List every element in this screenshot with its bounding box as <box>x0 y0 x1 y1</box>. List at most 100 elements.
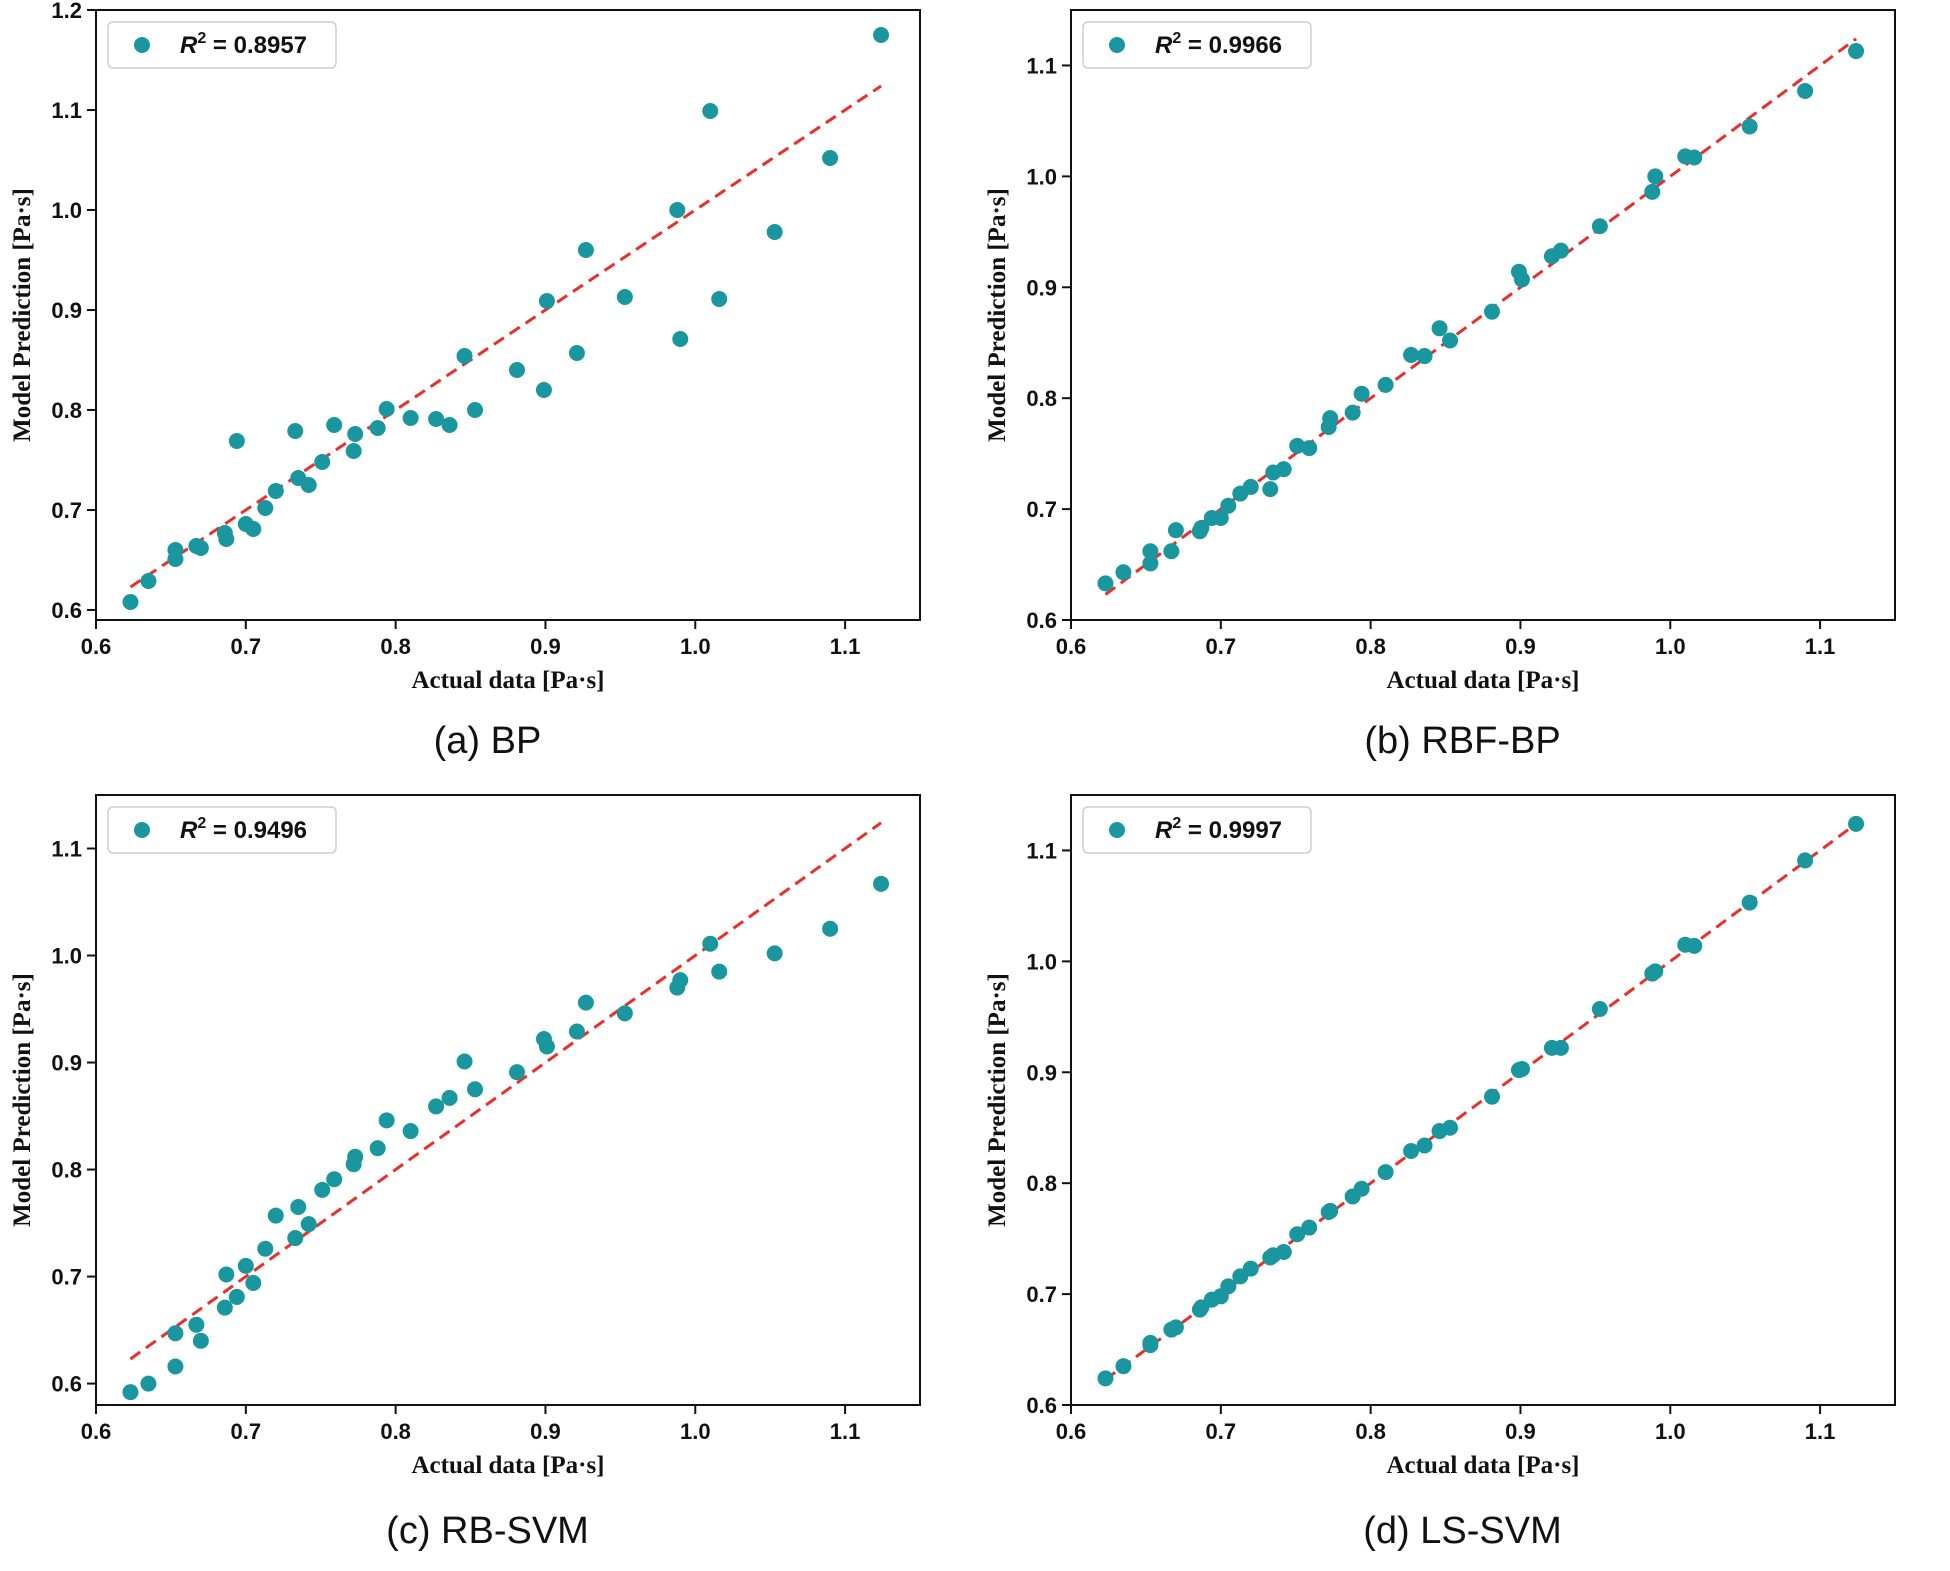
data-point <box>1552 1039 1569 1056</box>
data-point <box>535 382 552 398</box>
y-tick-label: 0.9 <box>1026 1060 1057 1085</box>
data-point <box>378 1112 395 1129</box>
data-point <box>1513 1060 1530 1077</box>
data-point <box>1289 437 1306 454</box>
legend-r-value: = 0.9997 <box>1181 817 1282 844</box>
caption-b: (b) RBF-BP <box>1364 720 1561 762</box>
legend: R2 = 0.9966 <box>1082 21 1312 69</box>
legend-r-exponent: 2 <box>197 30 206 47</box>
legend-marker <box>1109 822 1125 838</box>
data-point <box>1344 404 1361 421</box>
caption-c: (c) RB-SVM <box>386 1510 589 1552</box>
data-point <box>669 202 686 218</box>
x-tick-label: 1.1 <box>1805 1419 1836 1444</box>
data-point <box>300 1216 317 1233</box>
data-point <box>287 1230 304 1247</box>
data-point <box>1644 183 1661 200</box>
y-tick-label: 0.9 <box>51 298 82 323</box>
caption-a: (a) BP <box>433 720 542 762</box>
data-point <box>577 242 594 258</box>
y-tick-label: 0.8 <box>1026 1171 1057 1196</box>
legend-label: R2 = 0.8957 <box>180 30 307 59</box>
data-point <box>568 345 585 361</box>
data-point <box>467 402 484 418</box>
panel-c: 0.6 0.7 0.8 0.9 1.0 1.1 0.6 0.7 0.8 0.9 1.0 1.1 Actu… <box>0 785 975 1571</box>
x-tick-label: 0.8 <box>1355 634 1386 659</box>
y-tick-label: 0.7 <box>51 1265 82 1290</box>
data-point <box>1686 937 1703 954</box>
data-point <box>257 1240 274 1257</box>
chart-c: 0.6 0.7 0.8 0.9 1.0 1.1 0.6 0.7 0.8 0.9 1.0 1.1 Actu… <box>9 794 921 1479</box>
data-point <box>428 1098 445 1115</box>
x-tick-label: 0.9 <box>1505 634 1536 659</box>
data-point <box>122 594 139 610</box>
data-point <box>1142 555 1159 572</box>
data-point <box>347 426 364 442</box>
data-point <box>218 1266 235 1283</box>
x-tick-label: 0.9 <box>530 634 561 659</box>
data-point <box>326 417 343 433</box>
data-point <box>369 420 386 436</box>
y-tick-label: 0.6 <box>51 1372 82 1397</box>
data-point <box>228 1288 245 1305</box>
data-point <box>1797 82 1814 99</box>
x-tick-label: 0.6 <box>1056 1419 1087 1444</box>
data-point <box>1416 348 1433 365</box>
data-point <box>456 1053 473 1070</box>
data-point <box>508 1064 525 1081</box>
data-point <box>1242 478 1259 495</box>
data-point <box>167 551 184 567</box>
x-tick-label: 0.8 <box>380 1419 411 1444</box>
data-point <box>290 1199 307 1216</box>
x-axis-label: Actual data [Pa·s] <box>1386 667 1579 694</box>
y-tick-label: 0.7 <box>1026 1282 1057 1307</box>
y-tick-label: 1.0 <box>51 198 82 223</box>
data-point <box>1353 1180 1370 1197</box>
data-point <box>1848 43 1865 60</box>
y-tick-label: 0.9 <box>51 1051 82 1076</box>
data-point <box>1741 118 1758 135</box>
data-point <box>300 477 317 493</box>
legend-r-value: = 0.9496 <box>206 817 307 844</box>
data-point <box>1848 815 1865 832</box>
data-point <box>766 224 783 240</box>
data-point <box>1115 564 1132 581</box>
data-point <box>1142 543 1159 560</box>
legend-r-symbol: R <box>180 32 198 59</box>
data-point <box>1193 519 1210 536</box>
data-point <box>873 875 890 892</box>
legend-marker <box>134 37 150 53</box>
caption-d: (d) LS-SVM <box>1363 1510 1562 1552</box>
data-point <box>1097 575 1114 592</box>
data-point <box>287 423 304 439</box>
data-point <box>568 1023 585 1040</box>
data-point <box>1167 522 1184 539</box>
x-tick-label: 1.1 <box>1805 634 1836 659</box>
data-point <box>347 1148 364 1165</box>
data-point <box>228 433 245 449</box>
data-point <box>326 1171 343 1188</box>
data-point <box>1483 1088 1500 1105</box>
x-tick-label: 0.7 <box>1206 634 1237 659</box>
fit-line <box>129 84 882 589</box>
y-tick-label: 0.8 <box>51 398 82 423</box>
data-point <box>538 1038 555 1055</box>
x-tick-label: 0.7 <box>231 634 262 659</box>
data-point <box>428 411 445 427</box>
plot-frame <box>1070 794 1896 1406</box>
plot-frame <box>95 794 921 1406</box>
data-point <box>1322 1202 1339 1219</box>
legend-box <box>107 21 337 69</box>
data-point <box>1322 410 1339 427</box>
legend-r-value: = 0.8957 <box>206 32 307 59</box>
x-tick-label: 0.6 <box>81 1419 112 1444</box>
data-point <box>1797 852 1814 869</box>
y-tick-label: 1.1 <box>51 98 82 123</box>
legend-label: R2 = 0.9496 <box>180 815 307 844</box>
data-point <box>1167 1319 1184 1336</box>
legend-box <box>1082 806 1312 854</box>
x-axis-label: Actual data [Pa·s] <box>1386 1452 1579 1479</box>
data-point <box>1442 1119 1459 1136</box>
data-point <box>616 289 633 305</box>
y-tick-label: 0.7 <box>1026 497 1057 522</box>
